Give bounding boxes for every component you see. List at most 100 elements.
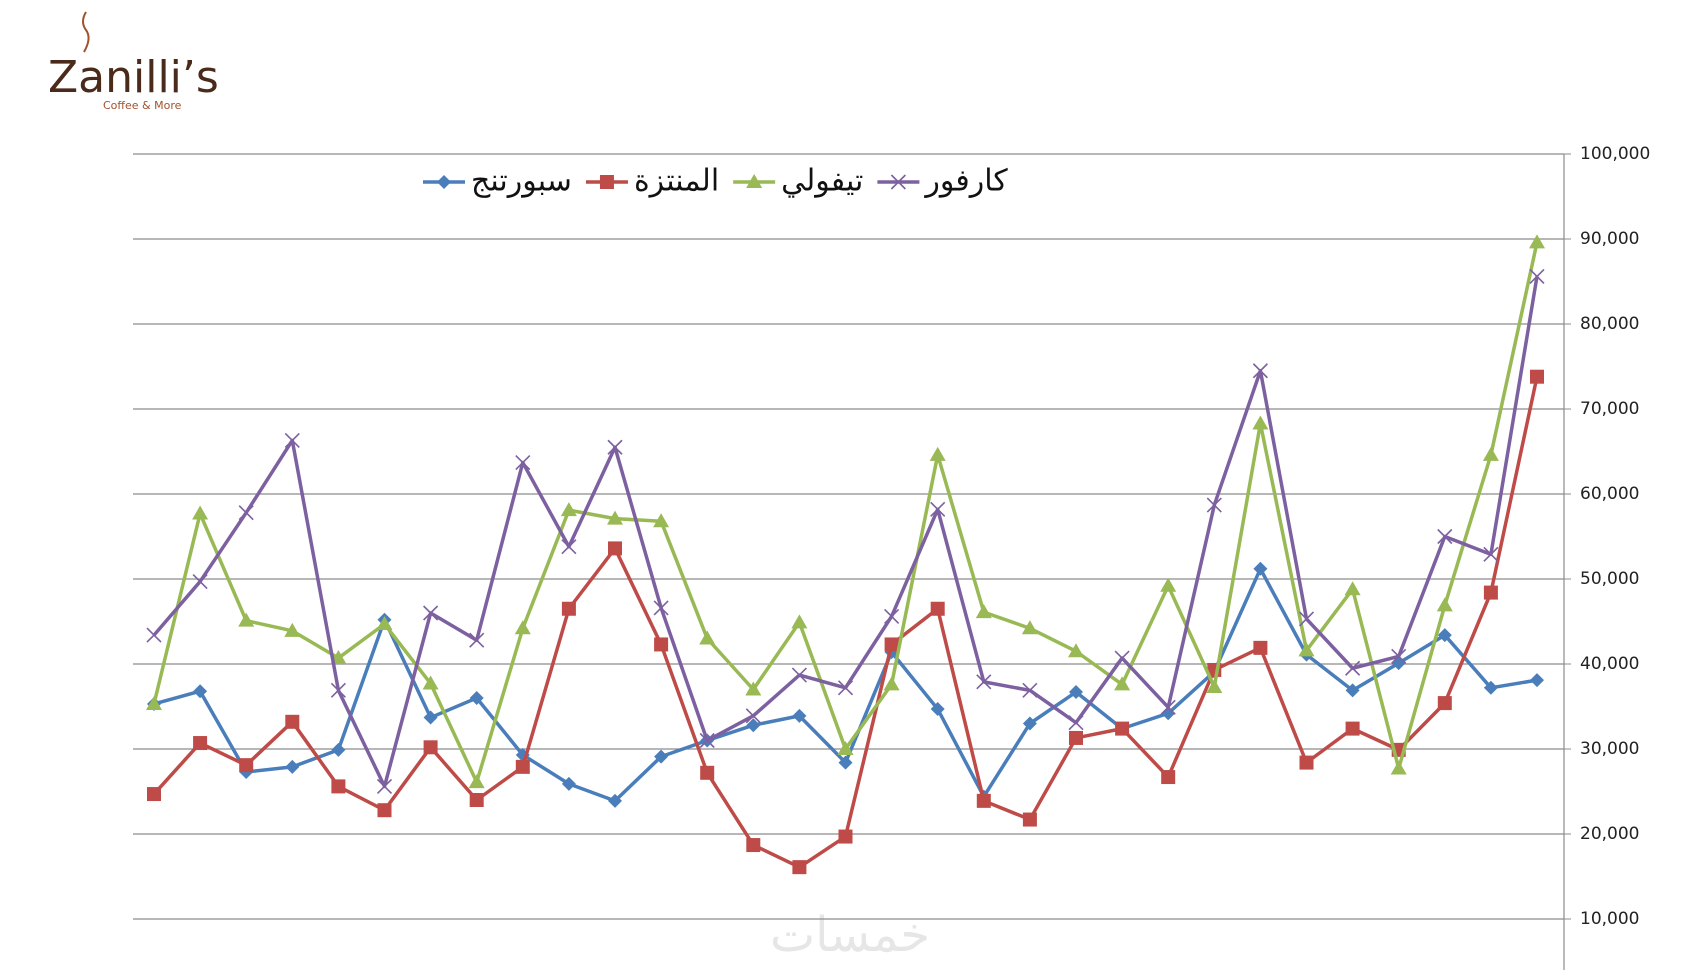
marker xyxy=(193,736,208,751)
marker xyxy=(193,684,208,699)
marker xyxy=(238,612,255,627)
marker xyxy=(930,702,945,717)
marker xyxy=(1345,683,1360,698)
y-tick-label: 30,000 xyxy=(1580,739,1639,759)
marker xyxy=(699,630,716,645)
marker xyxy=(929,446,946,461)
marker xyxy=(1437,696,1452,711)
marker xyxy=(1114,676,1131,691)
marker xyxy=(1022,682,1038,698)
marker xyxy=(975,604,992,619)
marker xyxy=(1252,415,1269,430)
marker xyxy=(437,175,451,189)
marker xyxy=(1529,234,1545,249)
marker xyxy=(1298,642,1315,657)
marker xyxy=(890,174,906,190)
marker xyxy=(745,708,761,724)
marker xyxy=(1160,699,1176,715)
marker xyxy=(653,600,669,616)
marker xyxy=(838,755,853,770)
marker xyxy=(1298,611,1315,627)
marker xyxy=(469,632,485,648)
y-tick-label: 90,000 xyxy=(1580,229,1639,249)
marker xyxy=(1206,678,1223,693)
marker xyxy=(791,667,807,683)
y-tick-label: 70,000 xyxy=(1580,399,1639,419)
marker xyxy=(377,803,392,818)
series-line xyxy=(152,242,1539,784)
marker xyxy=(1483,680,1498,695)
marker xyxy=(1206,497,1222,513)
y-tick-label: 10,000 xyxy=(1580,909,1639,929)
marker xyxy=(1115,721,1130,736)
marker xyxy=(1437,528,1453,545)
marker xyxy=(1160,577,1177,592)
marker xyxy=(930,501,946,517)
marker xyxy=(599,175,614,189)
marker xyxy=(1436,597,1453,612)
marker xyxy=(654,749,669,764)
marker xyxy=(1114,650,1130,666)
marker xyxy=(930,601,945,616)
marker xyxy=(976,674,992,690)
marker xyxy=(791,614,808,629)
y-tick-label: 20,000 xyxy=(1580,824,1639,844)
y-tick-label: 50,000 xyxy=(1580,569,1639,589)
marker xyxy=(422,675,439,690)
marker xyxy=(837,680,854,696)
y-tick-label: 40,000 xyxy=(1580,654,1639,674)
marker xyxy=(746,174,763,188)
marker xyxy=(837,741,854,755)
marker xyxy=(561,776,576,791)
marker xyxy=(423,740,438,755)
marker xyxy=(239,758,254,773)
marker xyxy=(376,616,393,631)
marker xyxy=(330,682,346,698)
marker xyxy=(469,793,484,807)
marker xyxy=(746,838,761,853)
legend-label: سبورتنج xyxy=(471,164,572,199)
marker xyxy=(1069,685,1083,700)
marker xyxy=(1530,369,1544,384)
marker xyxy=(1161,770,1176,785)
y-tick-label: 60,000 xyxy=(1580,484,1639,504)
marker xyxy=(1252,363,1268,379)
y-tick-label: 80,000 xyxy=(1580,314,1639,334)
marker xyxy=(561,539,577,555)
marker xyxy=(192,505,209,520)
marker xyxy=(376,778,393,794)
marker xyxy=(1253,561,1268,576)
marker xyxy=(514,620,531,635)
marker xyxy=(607,439,623,455)
logo-tagline: Coffee & More xyxy=(103,99,182,112)
marker xyxy=(838,829,853,844)
marker xyxy=(608,793,622,808)
marker xyxy=(146,627,162,643)
marker xyxy=(884,608,900,624)
marker xyxy=(700,765,715,780)
logo-steam xyxy=(82,11,90,53)
marker xyxy=(146,695,162,710)
marker xyxy=(515,759,530,774)
logo-name: Zanilli’s xyxy=(48,52,219,103)
marker xyxy=(976,793,991,808)
marker xyxy=(192,573,208,590)
marker xyxy=(1345,721,1360,736)
marker xyxy=(284,622,301,637)
marker xyxy=(1345,660,1361,676)
marker xyxy=(1299,755,1314,770)
marker xyxy=(653,513,670,528)
marker xyxy=(1437,628,1452,643)
series-line xyxy=(152,276,1539,789)
marker xyxy=(654,637,669,652)
marker xyxy=(884,637,899,652)
marker xyxy=(1530,673,1544,688)
marker xyxy=(331,742,346,757)
marker xyxy=(331,779,346,794)
legend-label: كارفور xyxy=(923,164,1008,199)
marker xyxy=(1390,760,1407,775)
legend-label: تيفولي xyxy=(781,164,863,199)
marker xyxy=(423,605,439,621)
marker xyxy=(1068,643,1084,658)
